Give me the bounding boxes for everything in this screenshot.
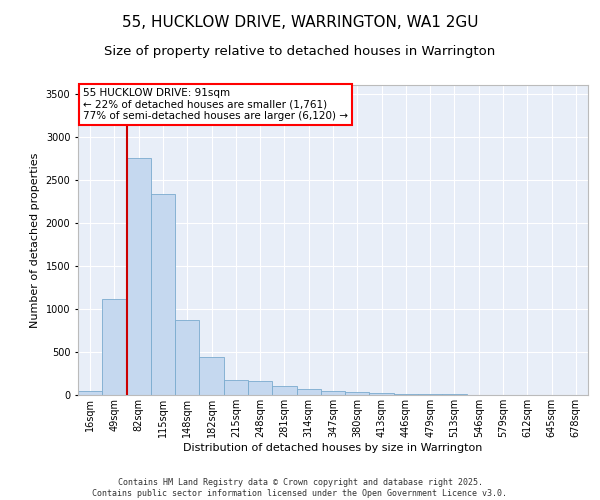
Text: Contains HM Land Registry data © Crown copyright and database right 2025.
Contai: Contains HM Land Registry data © Crown c… — [92, 478, 508, 498]
Bar — [418, 394, 442, 395]
Text: 55 HUCKLOW DRIVE: 91sqm
← 22% of detached houses are smaller (1,761)
77% of semi: 55 HUCKLOW DRIVE: 91sqm ← 22% of detache… — [83, 88, 348, 122]
Bar — [102, 298, 127, 395]
Text: Size of property relative to detached houses in Warrington: Size of property relative to detached ho… — [104, 45, 496, 58]
Bar — [127, 158, 151, 395]
X-axis label: Distribution of detached houses by size in Warrington: Distribution of detached houses by size … — [184, 442, 482, 452]
Bar — [248, 381, 272, 395]
Y-axis label: Number of detached properties: Number of detached properties — [30, 152, 40, 328]
Bar — [345, 392, 370, 395]
Bar — [442, 394, 467, 395]
Bar — [321, 390, 345, 395]
Bar — [272, 386, 296, 395]
Bar — [296, 390, 321, 395]
Bar — [175, 320, 199, 395]
Bar — [199, 357, 224, 395]
Bar — [394, 394, 418, 395]
Bar — [224, 380, 248, 395]
Bar — [151, 194, 175, 395]
Text: 55, HUCKLOW DRIVE, WARRINGTON, WA1 2GU: 55, HUCKLOW DRIVE, WARRINGTON, WA1 2GU — [122, 15, 478, 30]
Bar — [78, 390, 102, 395]
Bar — [370, 394, 394, 395]
